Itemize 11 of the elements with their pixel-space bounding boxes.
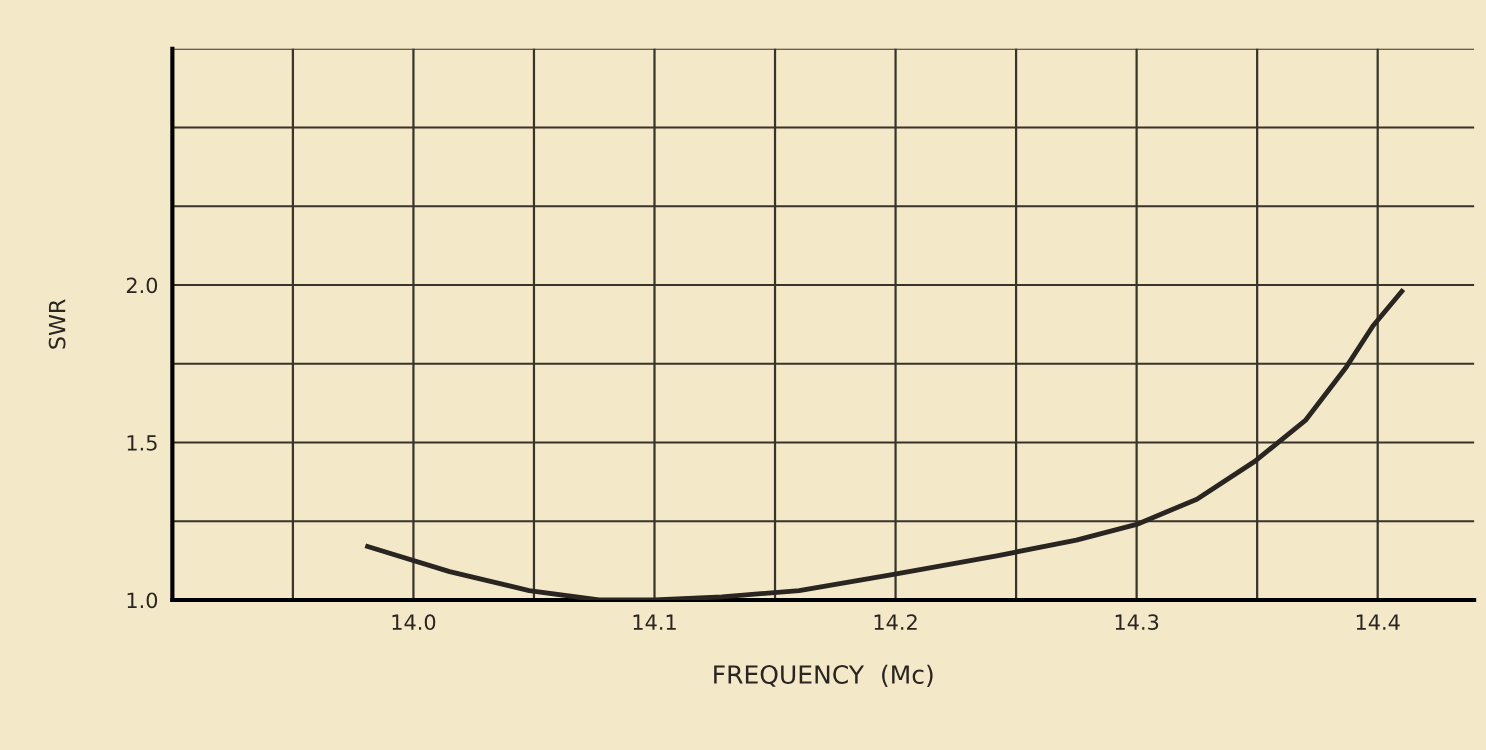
x-tick-label: 14.4	[1356, 614, 1400, 630]
x-tick-label: 14.0	[392, 614, 436, 631]
line-series	[365, 288, 1405, 600]
x-tick-label: 14.2	[874, 614, 917, 630]
y-axis-title: SWR	[48, 299, 66, 349]
y-tick-label: 1.0	[127, 592, 158, 609]
y-tick-label: 2.0	[126, 277, 158, 294]
x-tick-label: 14.1	[633, 614, 676, 630]
y-tick-label: 1.5	[127, 435, 157, 451]
x-tick-label: 14.3	[1115, 614, 1159, 631]
x-axis-title: FREQUENCY (Mc)	[714, 664, 933, 687]
